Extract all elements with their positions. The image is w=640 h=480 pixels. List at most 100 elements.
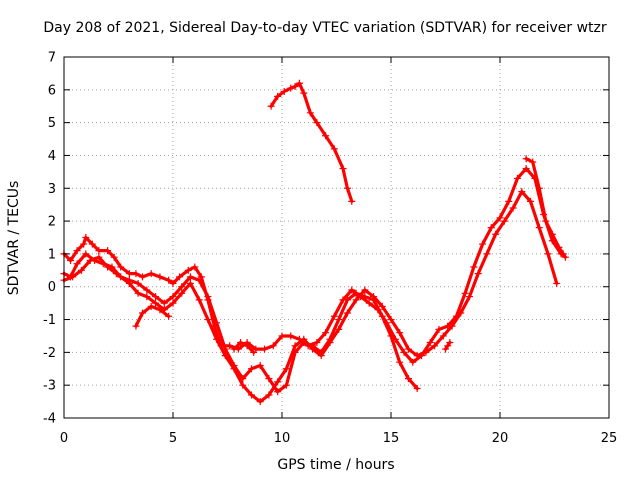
data-point [522,165,530,173]
data-point [387,332,395,340]
data-point [143,293,151,301]
data-point [509,204,517,212]
data-point [361,286,369,294]
data-point [125,279,133,287]
data-point [80,240,88,248]
data-point [138,309,146,317]
data-point [247,391,255,399]
data-point [361,293,369,301]
data-point [313,339,321,347]
data-point [387,316,395,324]
data-point [291,83,299,91]
y-tick-label: -4 [43,412,56,427]
y-tick-label: -3 [43,379,56,394]
data-point [237,339,245,347]
data-point [67,256,75,264]
data-point [492,230,500,238]
data-point [470,263,478,271]
data-point [457,309,465,317]
data-point [239,381,247,389]
data-point [404,375,412,383]
data-point [226,342,234,350]
data-point [169,299,177,307]
data-point [487,224,495,232]
data-point [370,293,378,301]
data-point [474,270,482,278]
data-point [186,273,194,281]
data-point [117,263,125,271]
data-point [213,319,221,327]
data-point [204,316,212,324]
satellite-track-6-line [269,81,354,203]
satellite-track-3 [60,188,561,406]
x-tick-label: 0 [60,431,68,446]
data-point [396,358,404,366]
data-point [86,256,94,264]
data-point [287,84,295,92]
data-point [465,293,473,301]
data-point [446,339,454,347]
data-point [152,293,160,301]
data-point [221,352,229,360]
data-point [165,312,173,320]
data-point [169,293,177,301]
data-point [352,289,360,297]
data-point [247,365,255,373]
data-point [73,247,81,255]
data-point [496,214,504,222]
data-point [69,273,77,281]
data-point [352,296,360,304]
data-point [365,299,373,307]
data-point [483,250,491,258]
data-point [300,335,308,343]
data-point [378,302,386,310]
x-tick-label: 25 [601,431,618,446]
data-point [287,332,295,340]
data-point [413,352,421,360]
data-point [400,348,408,356]
data-point [461,289,469,297]
data-point [274,388,282,396]
data-point [535,224,543,232]
satellite-track-5-line [232,340,256,354]
data-point [339,165,347,173]
data-point [274,92,282,100]
data-point [88,240,96,248]
data-point [250,348,258,356]
data-point [291,342,299,350]
data-point [518,188,526,196]
data-point [132,270,140,278]
data-point [343,184,351,192]
data-point [267,102,275,110]
data-point [243,342,251,350]
data-point [77,266,85,274]
data-point [160,299,168,307]
data-point [156,306,164,314]
data-point [435,325,443,333]
data-point [306,109,314,117]
grid-lines [64,57,609,418]
data-point [82,234,90,241]
data-point [195,296,203,304]
y-tick-label: -2 [43,346,56,361]
data-point [104,247,112,255]
data-point [522,155,530,163]
data-point [230,365,238,373]
data-point [95,247,103,255]
data-point [280,87,288,95]
data-point [282,381,290,389]
data-point [125,270,133,278]
data-point [378,312,386,320]
y-tick-label: 7 [48,51,56,66]
data-point [409,358,417,366]
data-point [82,250,90,258]
data-point [500,217,508,225]
data-point [322,132,330,140]
data-point [165,276,173,284]
data-point [282,365,290,373]
data-point [269,342,277,350]
data-point [134,289,142,297]
chart-title: Day 208 of 2021, Sidereal Day-to-day VTE… [43,20,607,36]
data-point [313,119,321,127]
